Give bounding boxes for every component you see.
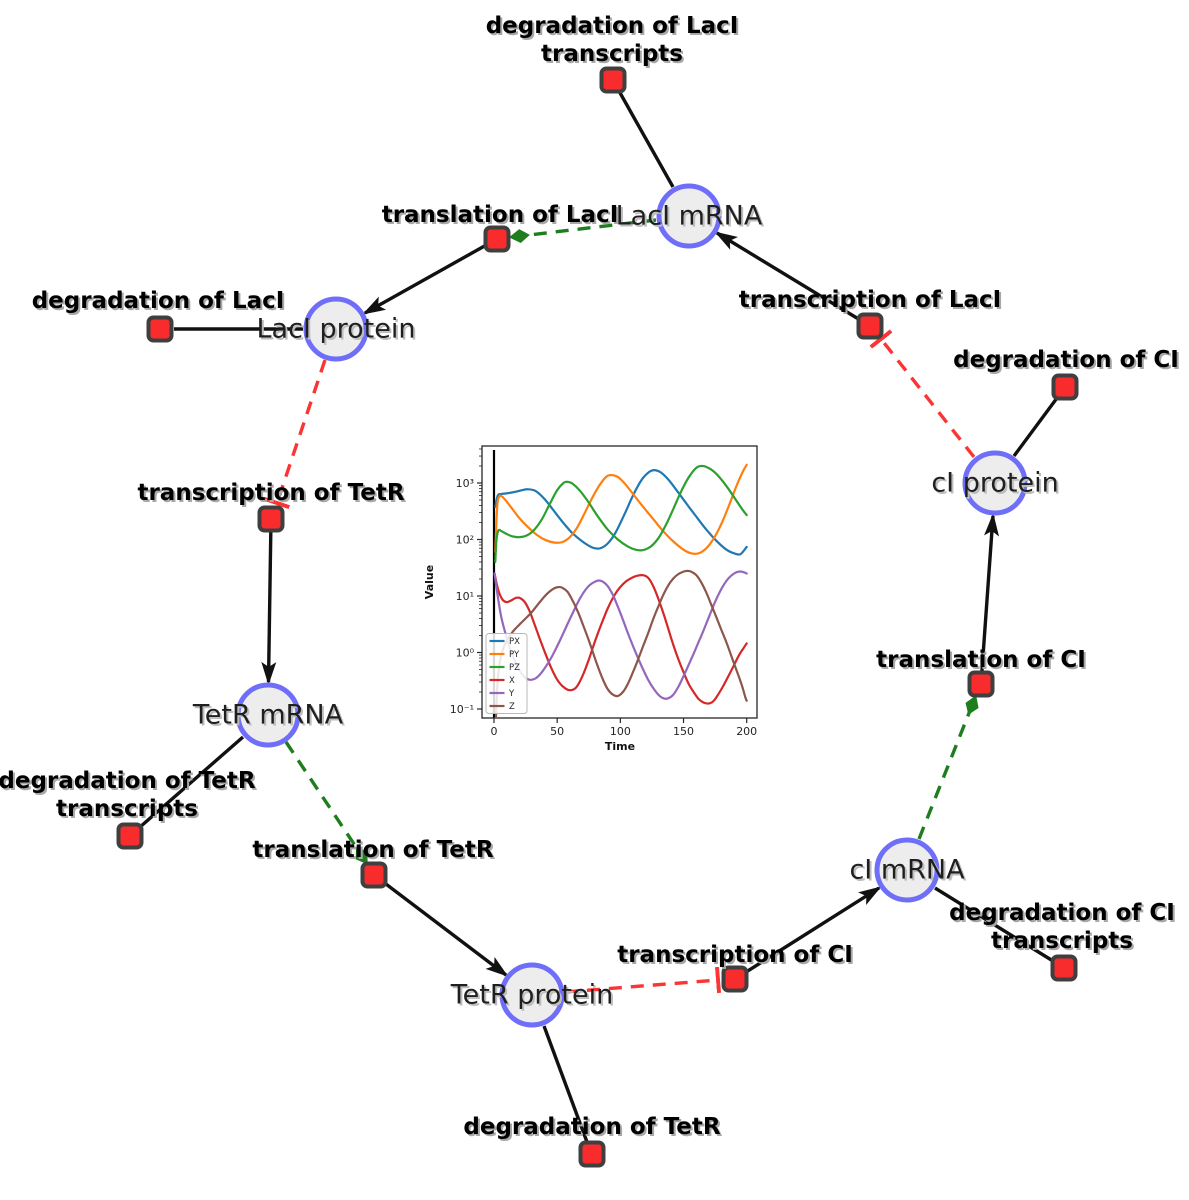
reaction-label-transcription-tetR: transcription of TetR [137,480,404,506]
reaction-label-degradation-cI-transcripts-2: transcripts [991,928,1133,954]
reaction-label-degradation-lacI-transcripts-1: degradation of LacI [486,13,739,39]
reaction-node-degradation-lacI[interactable] [146,315,174,343]
reaction-node-degradation-cI-transcripts[interactable] [1050,954,1078,982]
reaction-label-degradation-cI: degradation of CI [953,347,1179,373]
reaction-label-translation-tetR: translation of TetR [252,837,493,863]
species-node-tetR-mRNA[interactable] [235,682,301,748]
y-tick-label: 10⁻¹ [450,703,474,716]
legend-label-Y: Y [508,689,515,699]
edge-transcription-lacI-to-mRNA [714,231,871,328]
legend-label-X: X [509,676,515,686]
reaction-node-degradation-cI[interactable] [1051,373,1079,401]
reaction-label-translation-cI: translation of CI [876,647,1086,673]
plot-ylabel: Value [423,565,436,599]
species-label-lacI-mRNA: LacI mRNA [616,201,763,232]
timeseries-plot: 10⁻¹ 10⁰ 10¹ 10² 10³ 0 50 100 150 200 PX PY PZ XYZ Ti… [423,445,758,753]
legend-label-PZ: PZ [509,663,520,673]
legend-label-PX: PX [509,637,520,647]
reaction-node-degradation-tetR[interactable] [578,1140,606,1168]
edge-transcription-cI-to-mRNA [734,886,882,981]
legend-box [485,633,528,714]
y-tick-label: 10³ [456,477,474,490]
edge-translation-tetR-to-protein [372,873,509,977]
reaction-label-degradation-tetR: degradation of TetR [463,1114,720,1140]
x-tick-label: 200 [736,725,757,738]
edge-translation-lacI-to-protein [362,237,498,315]
edge-cI-mRNA-modifies-translation [917,695,979,840]
edge-cI-mRNA-to-degradation-transcripts [934,886,1054,963]
species-node-tetR-protein[interactable] [499,962,565,1028]
reaction-label-transcription-lacI: transcription of LacI [739,287,1002,313]
reaction-node-degradation-tetR-transcripts[interactable] [116,822,144,850]
edge-translation-cI-to-protein [979,513,1000,685]
reaction-label-degradation-lacI: degradation of LacI [32,288,285,314]
reaction-node-translation-lacI[interactable] [483,225,511,253]
y-tick-label: 10⁰ [456,647,475,660]
node-layer [116,66,1079,1168]
species-node-lacI-mRNA[interactable] [656,183,722,249]
x-tick-label: 50 [550,725,564,738]
reaction-node-degradation-lacI-transcripts[interactable] [599,66,627,94]
chart-series-X [493,572,748,705]
reaction-label-degradation-lacI-transcripts-2: transcripts [541,41,683,67]
reaction-label-degradation-tetR-transcripts-1: degradation of TetR [0,768,256,794]
species-label-lacI-protein: LacI protein [257,314,416,345]
x-tick-label: 0 [491,725,498,738]
reaction-node-transcription-tetR[interactable] [257,505,285,533]
species-label-cI-mRNA: cI mRNA [849,855,965,886]
reaction-label-degradation-tetR-transcripts-2: transcripts [56,796,198,822]
edge-lacI-protein-inhibits-transcription-tetR [264,359,327,510]
x-tick-label: 100 [610,725,631,738]
reaction-node-translation-cI[interactable] [967,670,995,698]
edge-tetR-protein-inhibits-transcription-cI [564,966,722,994]
reaction-node-translation-tetR[interactable] [360,861,388,889]
chart-dynamic: 10⁻¹ 10⁰ 10¹ 10² 10³ 0 50 100 150 200 PX PY PZ XYZ [450,448,757,738]
chart-series-PY [494,463,748,555]
edge-layer [138,90,1059,1143]
reaction-node-transcription-lacI[interactable] [856,312,884,340]
edge-cI-protein-inhibits-transcription-lacI [869,329,976,459]
legend-label-PY: PY [509,650,520,660]
species-node-lacI-protein[interactable] [303,296,369,362]
edge-tetR-mRNA-to-degradation-transcripts [138,735,245,829]
species-node-cI-protein[interactable] [962,450,1028,516]
species-label-tetR-protein: TetR protein [450,980,613,1011]
chart-series-PX [494,468,748,556]
edge-cI-protein-to-degradation [1012,396,1059,458]
chart-series-PZ [494,464,748,564]
edge-tetR-protein-to-degradation [542,1025,589,1143]
species-label-cI-protein: cI protein [931,468,1058,499]
edge-lacI-mRNA-modifies-translation [509,218,657,244]
plot-xlabel: Time [605,740,635,753]
reaction-node-transcription-cI[interactable] [721,965,749,993]
reaction-label-degradation-cI-transcripts-1: degradation of CI [949,900,1175,926]
y-tick-label: 10² [456,534,474,547]
species-label-tetR-mRNA: TetR mRNA [192,700,344,731]
reaction-label-translation-lacI: translation of LacI [382,202,619,228]
label-layer: LacI mRNA LacI protein TetR mRNA TetR pr… [0,13,1179,1140]
y-tick-label: 10¹ [456,590,474,603]
edge-lacI-mRNA-to-degradation-transcripts [617,90,675,188]
legend-label-Z: Z [509,702,515,712]
chart-series-Z [494,569,748,718]
plot-axes-frame [481,445,758,719]
edge-tetR-mRNA-modifies-translation [284,741,368,865]
species-node-cI-mRNA[interactable] [874,837,940,903]
edge-transcription-tetR-to-mRNA [261,518,277,685]
x-tick-label: 150 [673,725,694,738]
reaction-label-transcription-cI: transcription of CI [617,942,853,968]
